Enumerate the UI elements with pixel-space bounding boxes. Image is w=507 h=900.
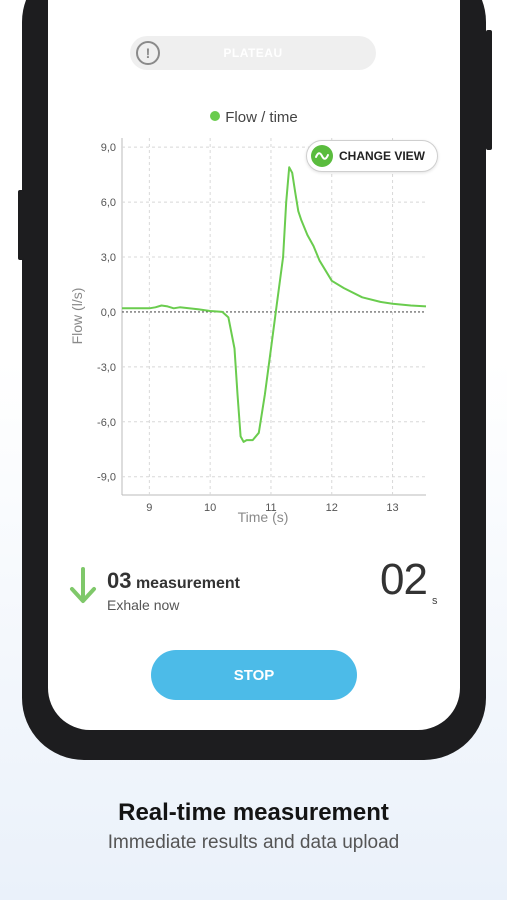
y-axis-label: Flow (l/s) [69, 288, 85, 345]
x-axis-ticks: 9 10 11 12 13 [146, 502, 398, 514]
y-tick-label: 3,0 [101, 252, 116, 264]
stop-button[interactable]: STOP [151, 650, 357, 700]
y-tick-label: -6,0 [97, 417, 116, 429]
arrow-down-icon [68, 567, 98, 610]
change-view-label: CHANGE VIEW [339, 149, 426, 163]
y-tick-label: 0,0 [101, 307, 116, 319]
promo-headline: Real-time measurement [118, 799, 389, 826]
y-tick-label: -9,0 [97, 472, 116, 484]
x-tick-label: 9 [146, 502, 152, 514]
x-tick-label: 12 [326, 502, 338, 514]
phone-side-button [486, 30, 492, 150]
chart-grid [121, 138, 426, 496]
y-tick-label: 6,0 [101, 197, 116, 209]
measurement-title: 03 measurement [107, 568, 240, 594]
x-tick-label: 13 [386, 502, 398, 514]
promo-subline: Immediate results and data upload [107, 832, 400, 853]
y-tick-label: -3,0 [97, 362, 116, 374]
x-tick-label: 10 [204, 502, 216, 514]
measurement-word: measurement [135, 575, 240, 592]
x-axis-label: Time (s) [238, 509, 289, 525]
x-tick-label: 11 [265, 502, 276, 514]
plateau-indicator: ! PLATEAU [130, 36, 376, 70]
alert-icon: ! [136, 41, 160, 65]
legend-dot [210, 111, 221, 121]
flow-series-line [122, 166, 427, 443]
y-axis-ticks: 9,0 6,0 3,0 0,0 -3,0 -6,0 -9,0 [97, 142, 116, 484]
plateau-label: PLATEAU [223, 46, 283, 60]
y-tick-label: 9,0 [101, 142, 116, 154]
app-screen: ! PLATEAU Flow / time 9,0 6,0 3,0 0,0 -3,0 -6… [48, 0, 460, 730]
flow-time-chart: 9,0 6,0 3,0 0,0 -3,0 -6,0 -9,0 9 10 11 12 13 Flow … [69, 138, 427, 525]
phone-side-button [18, 190, 24, 260]
measurement-number: 03 [107, 568, 132, 593]
change-view-button[interactable]: CHANGE VIEW [306, 140, 438, 172]
exhale-instruction: Exhale now [107, 597, 180, 613]
chart-legend: Flow / time [48, 109, 460, 126]
legend-label: Flow / time [225, 109, 298, 126]
countdown-unit: s [432, 595, 438, 607]
countdown-value: 02 [380, 555, 428, 604]
wave-icon [311, 145, 333, 167]
